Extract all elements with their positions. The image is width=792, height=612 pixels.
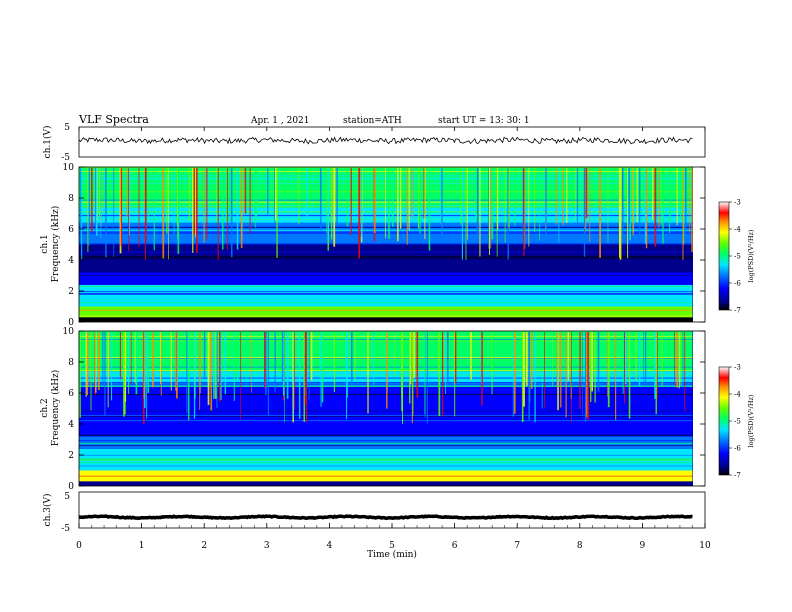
time-tick-label-9: 9	[640, 541, 646, 551]
header-date: Apr. 1 , 2021	[250, 116, 310, 126]
ch1-colorbar-gradient	[718, 201, 730, 311]
time-tick-label-0: 0	[76, 541, 82, 551]
ch2-spectrogram-frame	[78, 330, 706, 487]
ch2-band-3	[79, 436, 693, 449]
time-tick-label-10: 10	[699, 541, 711, 551]
ch1-waveform-trace	[78, 136, 693, 145]
ch1-ytick-label-5: 10	[63, 163, 75, 173]
time-tick-label-5: 5	[389, 541, 395, 551]
ch2-colorbar-gradient	[718, 366, 730, 476]
ch1-spectrogram-frame	[78, 166, 706, 323]
ch3-ytick-bottom: -5	[61, 524, 70, 534]
ch3-ytick-top: 5	[64, 492, 70, 502]
ch3-waveform-frame	[78, 491, 706, 529]
ch1-ytick-top: 5	[64, 123, 70, 133]
ch1-cb-tick-label-1: -4	[734, 226, 741, 234]
ch2-spectrogram-streaks	[78, 332, 686, 424]
ch1-band-2	[79, 284, 693, 307]
ch1-colorbar-label: log(PSD)(V²/Hz)	[747, 229, 755, 282]
figure-title: VLF Spectra	[78, 113, 149, 126]
ch2-ytick-label-5: 10	[63, 327, 75, 337]
ch1-cb-tick-label-4: -7	[734, 307, 741, 315]
time-tick-label-8: 8	[577, 541, 583, 551]
time-tick-label-2: 2	[201, 541, 207, 551]
header-station: station=ATH	[343, 116, 402, 126]
ch1-spectrogram-ylabel-frequency: Frequency (kHz)	[50, 206, 61, 283]
ch1-spectrogram-panel: 0 2 4 6 8 10 ch.1 Frequency (kHz)	[40, 163, 706, 328]
ch3-waveform-trace	[78, 514, 693, 521]
ch1-ytick-label-0: 0	[68, 318, 74, 328]
ch1-ytick-label-3: 6	[68, 225, 74, 235]
time-tick-label-3: 3	[264, 541, 270, 551]
ch1-band-3	[79, 272, 693, 285]
ch2-spectrogram-ylabel-frequency: Frequency (kHz)	[50, 370, 61, 447]
ch2-ytick-label-4: 8	[68, 358, 74, 368]
ch2-ytick-label-2: 4	[68, 420, 74, 430]
ch2-spectrogram-yticks: 0 2 4 6 8 10	[63, 327, 705, 492]
ch1-colorbar-ticks: -3 -4 -5 -6 -7	[729, 199, 741, 315]
ch2-cb-tick-label-2: -5	[734, 418, 741, 426]
ch2-band-0	[79, 481, 693, 486]
ch1-band-1	[79, 306, 693, 318]
ch2-colorbar-ticks: -3 -4 -5 -6 -7	[729, 364, 741, 480]
ch2-colorbar-label: log(PSD)(V²/Hz)	[747, 394, 755, 447]
ch1-spectrogram-streaks	[80, 168, 693, 260]
ch3-waveform-ylabel: ch.3(V)	[42, 494, 53, 527]
ch2-colorbar: -3 -4 -5 -6 -7 log(PSD)(V²/Hz)	[718, 364, 755, 480]
ch2-ytick-label-1: 2	[68, 451, 74, 461]
ch1-spectrogram-yticks: 0 2 4 6 8 10	[63, 163, 705, 328]
time-tick-label-6: 6	[452, 541, 458, 551]
ch1-ytick-label-1: 2	[68, 287, 74, 297]
time-axis-label: Time (min)	[367, 549, 417, 560]
ch1-waveform-ylabel: ch.1(V)	[42, 126, 53, 159]
ch1-ytick-label-4: 8	[68, 194, 74, 204]
ch1-ytick-bottom: -5	[61, 153, 70, 163]
ch1-cb-tick-label-3: -6	[734, 280, 741, 288]
header-start-time: start UT = 13: 30: 1	[438, 116, 530, 126]
ch2-cb-tick-label-1: -4	[734, 391, 741, 399]
ch1-cb-tick-label-2: -5	[734, 253, 741, 261]
time-tick-label-7: 7	[514, 541, 520, 551]
ch2-spectrogram-panel: 0 2 4 6 8 10 ch.2 Frequency (kHz)	[40, 327, 706, 492]
ch2-cb-tick-label-4: -7	[734, 472, 741, 480]
time-tick-label-1: 1	[139, 541, 145, 551]
ch2-ytick-label-0: 0	[68, 482, 74, 492]
ch1-waveform-frame	[78, 126, 706, 158]
ch2-band-4	[79, 414, 693, 437]
ch1-cb-tick-label-0: -3	[734, 199, 741, 207]
ch2-cb-tick-label-0: -3	[734, 364, 741, 372]
ch1-ytick-label-2: 4	[68, 256, 74, 266]
ch2-ytick-label-3: 6	[68, 389, 74, 399]
ch1-spectrogram-ylabel-channel: ch.1	[40, 234, 50, 253]
time-axis: 0 1 2 3 4 5 6 7 8 9 10	[76, 127, 711, 551]
ch1-colorbar: -3 -4 -5 -6 -7 log(PSD)(V²/Hz)	[718, 199, 755, 315]
ch2-spectrogram-ylabel-channel: ch.2	[40, 398, 50, 417]
ch2-cb-tick-label-3: -6	[734, 445, 741, 453]
time-tick-label-4: 4	[327, 541, 333, 551]
